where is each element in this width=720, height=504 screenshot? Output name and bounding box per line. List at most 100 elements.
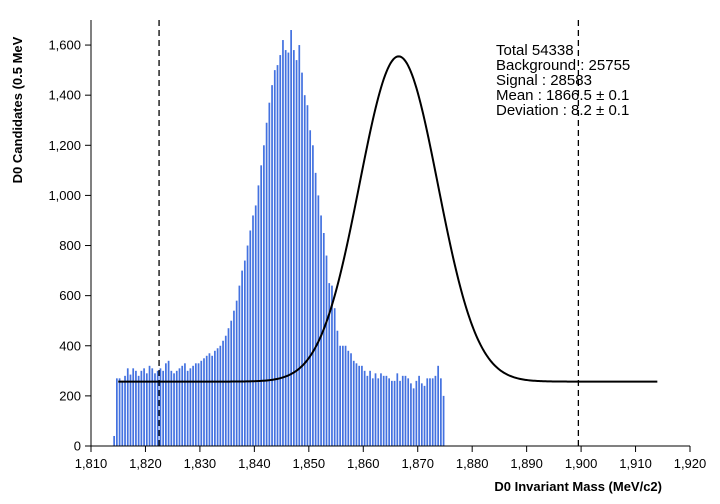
histogram-bar (317, 195, 320, 446)
stats-signal: Signal : 28583 (496, 72, 592, 89)
histogram-bar (333, 308, 336, 446)
histogram-bar (151, 368, 154, 446)
histogram-bar (140, 370, 143, 446)
histogram-bar (276, 65, 279, 447)
histogram-bar (211, 355, 214, 446)
histogram-bar (175, 370, 178, 446)
histogram-bar (314, 172, 317, 447)
histogram-bar (355, 363, 358, 446)
histogram-bar (363, 370, 366, 446)
histogram-bar (252, 215, 254, 446)
histogram-bar (404, 375, 407, 446)
x-tick-label: 1,900 (565, 456, 598, 471)
histogram-bar (344, 345, 347, 446)
histogram-bar (132, 368, 135, 446)
cut-lines (158, 20, 580, 446)
histogram-bar (249, 230, 252, 446)
stats-mean: Mean : 1866.5 ± 0.1 (496, 87, 629, 104)
histogram-bar (431, 378, 434, 446)
histogram-bar (437, 365, 440, 446)
y-tick-label: 1,000 (48, 188, 81, 203)
histogram-bar (309, 130, 312, 446)
histogram-bar (325, 255, 328, 446)
histogram-bar (263, 145, 265, 447)
x-tick-label: 1,870 (401, 456, 434, 471)
x-tick-label: 1,860 (347, 456, 380, 471)
histogram-bar (241, 270, 243, 446)
y-tick-label: 800 (59, 238, 81, 253)
stats-box: Total 54338 Background : 25755 Signal : … (496, 42, 630, 119)
histogram-bar (173, 373, 175, 446)
histogram-bar (165, 363, 167, 446)
histogram-bar (135, 370, 137, 446)
histogram-bar (410, 383, 412, 446)
histogram-bar (382, 375, 385, 446)
histogram-bar (154, 373, 156, 446)
histogram-bar (292, 50, 295, 446)
histogram-bar (265, 122, 268, 447)
histogram-bar (440, 378, 442, 446)
histogram-bar (200, 360, 203, 446)
histogram-bar (399, 380, 401, 446)
y-axis-ticks: 0 200 400 600 800 1,000 1,200 1,400 1,600 (48, 38, 91, 454)
histogram-bar (426, 378, 429, 446)
histogram-bar (420, 383, 423, 446)
histogram-bar (214, 350, 216, 446)
histogram-bar (238, 285, 241, 446)
histogram-bars (113, 30, 445, 447)
histogram-bar (216, 348, 219, 446)
histogram-bar (268, 102, 271, 446)
histogram-bar (287, 52, 290, 446)
histogram-bar (358, 365, 361, 446)
histogram-bar (235, 300, 238, 446)
histogram-bar (328, 283, 331, 446)
histogram-bar (385, 375, 388, 446)
histogram-bar (290, 30, 292, 447)
histogram-bar (339, 345, 341, 446)
stats-background: Background : 25755 (496, 57, 630, 74)
histogram-bar (306, 105, 309, 446)
histogram-bar (143, 368, 145, 446)
x-tick-label: 1,880 (456, 456, 489, 471)
histogram-bar (388, 378, 390, 446)
histogram-bar (407, 378, 410, 446)
histogram-bar (271, 85, 273, 447)
y-tick-label: 0 (74, 439, 81, 454)
histogram-bar (442, 395, 445, 446)
x-tick-label: 1,850 (293, 456, 326, 471)
histogram-bar (184, 363, 186, 446)
histogram-bar (284, 50, 287, 446)
histogram-bar (347, 350, 350, 446)
histogram-bar (124, 375, 126, 446)
histogram-bar (312, 145, 314, 447)
histogram-bar (391, 380, 393, 446)
histogram-bar (194, 363, 197, 446)
histogram-bar (137, 375, 140, 446)
x-tick-label: 1,910 (619, 456, 652, 471)
histogram-bar (170, 370, 173, 446)
histogram-bar (303, 95, 306, 447)
y-tick-label: 1,400 (48, 88, 81, 103)
y-axis-title: D0 Candidates (0.5 MeV (10, 36, 25, 183)
y-tick-label: 200 (59, 388, 81, 403)
histogram-bar (366, 375, 369, 446)
histogram-bar (352, 360, 355, 446)
fit-curve (118, 55, 658, 383)
histogram-bar (350, 353, 352, 446)
x-tick-label: 1,830 (184, 456, 217, 471)
histogram-bar (412, 388, 415, 446)
y-tick-label: 1,200 (48, 138, 81, 153)
histogram-bar (380, 373, 382, 446)
histogram-bar (295, 60, 298, 447)
histogram-bar (203, 358, 205, 446)
histogram-bar (273, 70, 276, 447)
histogram-bar (369, 370, 371, 446)
histogram-bar (159, 368, 162, 446)
histogram-bar (341, 345, 344, 446)
histogram-bar (156, 370, 159, 446)
histogram-bar (148, 365, 151, 446)
histogram-bar (401, 375, 404, 446)
histogram-bar (371, 378, 374, 446)
histogram-bar (116, 378, 118, 446)
histogram-bar (374, 373, 377, 446)
